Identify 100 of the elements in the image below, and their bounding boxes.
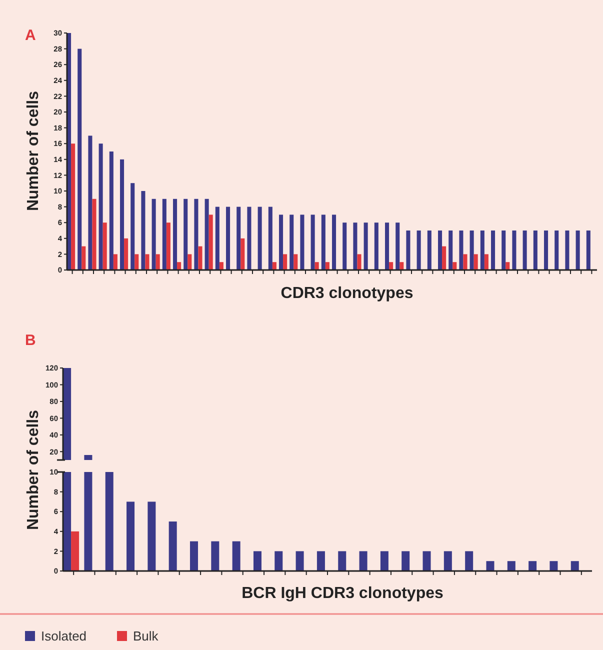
bar xyxy=(141,191,146,270)
bar xyxy=(166,222,170,270)
bar xyxy=(357,254,362,270)
bar xyxy=(253,551,262,571)
bar xyxy=(236,206,241,270)
bar xyxy=(565,230,570,270)
bar xyxy=(88,136,92,270)
bar xyxy=(92,198,96,270)
bar xyxy=(444,551,452,571)
bar xyxy=(283,254,288,270)
chart-title: B xyxy=(25,332,36,349)
y-axis-title: Number of cells xyxy=(25,90,42,212)
bar xyxy=(359,551,368,571)
bar xyxy=(162,198,166,270)
bar xyxy=(502,230,506,270)
bar xyxy=(310,214,315,270)
bar xyxy=(364,222,368,270)
bar xyxy=(342,222,347,270)
bar xyxy=(219,262,224,270)
bar xyxy=(463,254,468,270)
bar xyxy=(198,246,202,270)
bar xyxy=(506,262,510,270)
bar xyxy=(290,214,294,270)
bar xyxy=(465,551,474,571)
bar xyxy=(406,230,410,270)
bar xyxy=(82,246,86,270)
bar xyxy=(422,551,431,571)
bar xyxy=(474,254,478,270)
bar xyxy=(512,230,516,270)
bar xyxy=(130,183,135,270)
bar xyxy=(294,254,298,270)
bar xyxy=(442,246,446,270)
bar xyxy=(400,262,404,270)
bar xyxy=(279,214,284,270)
bar xyxy=(491,230,496,270)
bar xyxy=(314,262,319,270)
bar xyxy=(194,198,198,270)
bar xyxy=(522,230,527,270)
bar xyxy=(486,561,494,571)
bar xyxy=(353,222,358,270)
bar xyxy=(78,48,82,270)
bar xyxy=(570,561,579,571)
bar xyxy=(544,230,548,270)
bar xyxy=(98,144,103,270)
bar xyxy=(168,522,177,571)
bar xyxy=(338,551,346,571)
bar xyxy=(402,551,410,571)
bar xyxy=(124,238,128,270)
bar xyxy=(272,262,276,270)
bar xyxy=(528,561,537,571)
bar xyxy=(190,541,198,571)
bar xyxy=(177,262,182,270)
legend-label: Bulk xyxy=(133,628,159,644)
bar xyxy=(152,198,156,270)
bar xyxy=(105,472,114,571)
bar xyxy=(109,152,114,270)
bar xyxy=(126,502,135,571)
x-axis-title: BCR IgH CDR3 clonotypes xyxy=(242,585,444,602)
bar xyxy=(586,230,590,270)
bar xyxy=(120,159,124,270)
bar xyxy=(374,222,378,270)
bar xyxy=(427,230,432,270)
bar xyxy=(321,214,326,270)
bar xyxy=(240,238,245,270)
bar xyxy=(71,144,76,270)
bar xyxy=(148,502,156,571)
x-axis-title: CDR3 clonotypes xyxy=(280,285,414,302)
bar xyxy=(188,254,192,270)
bar xyxy=(470,230,474,270)
bar xyxy=(325,262,330,270)
bar xyxy=(533,230,538,270)
bar xyxy=(416,230,421,270)
bar xyxy=(385,222,390,270)
bar xyxy=(452,262,457,270)
bar xyxy=(208,214,213,270)
bar xyxy=(554,230,559,270)
bar xyxy=(296,551,304,571)
bar xyxy=(389,262,394,270)
bar xyxy=(226,206,230,270)
bar xyxy=(438,230,442,270)
bar xyxy=(268,206,272,270)
bar xyxy=(300,214,304,270)
y-axis-title: Number of cells xyxy=(25,410,42,530)
bar xyxy=(332,214,336,270)
bar xyxy=(274,551,283,571)
bar xyxy=(156,254,160,270)
chart-title: A xyxy=(25,27,36,44)
bar xyxy=(113,254,118,270)
bar xyxy=(102,222,107,270)
bar xyxy=(232,541,240,571)
bar xyxy=(448,230,453,270)
bar xyxy=(71,531,80,571)
bar xyxy=(380,551,388,571)
bar xyxy=(480,230,484,270)
bar xyxy=(258,206,262,270)
bar xyxy=(184,198,188,270)
bar xyxy=(396,222,400,270)
bar xyxy=(215,206,220,270)
bar xyxy=(204,198,209,270)
bar xyxy=(550,561,558,571)
